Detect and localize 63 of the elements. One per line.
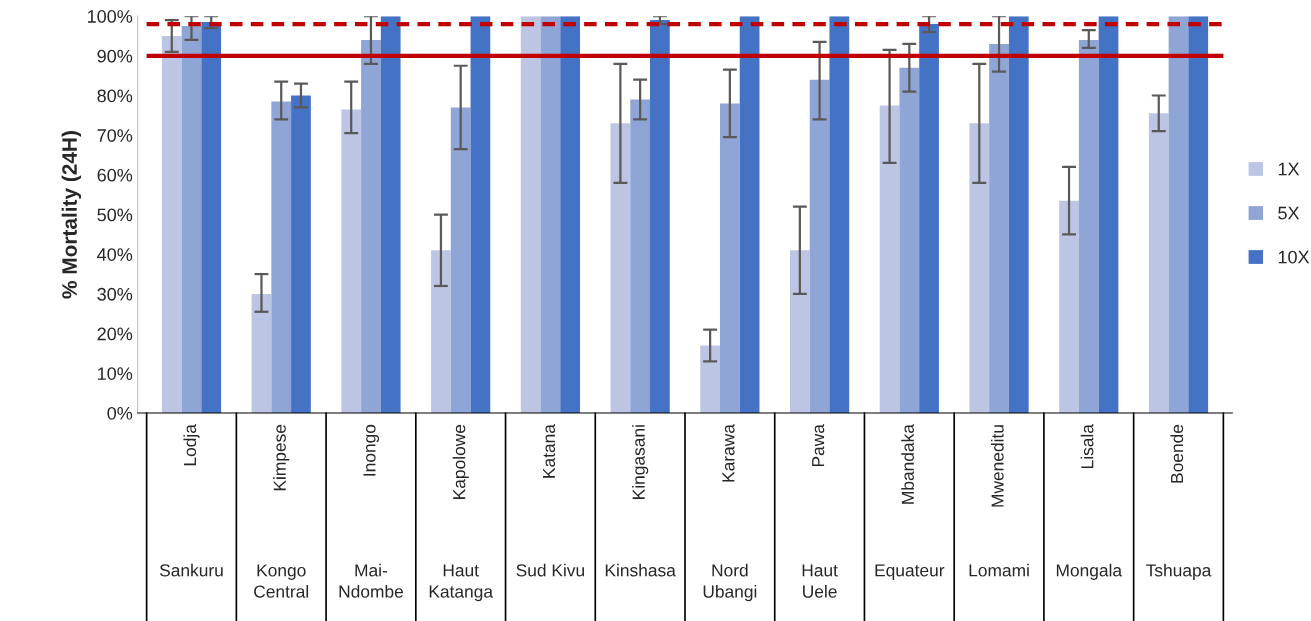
category-label: Kimpese Kongo Central bbox=[254, 424, 309, 598]
category-label: Lisala Mongala bbox=[1056, 424, 1123, 580]
bar bbox=[341, 109, 362, 413]
y-tick-label: 90% bbox=[97, 49, 133, 63]
bar bbox=[291, 95, 311, 413]
bar bbox=[1168, 16, 1189, 413]
bar bbox=[181, 26, 202, 413]
bar bbox=[809, 79, 830, 413]
bar bbox=[789, 250, 810, 413]
y-tick-label: 100% bbox=[87, 10, 133, 23]
bar bbox=[271, 101, 292, 413]
category-label: Kingasani Kinshasa bbox=[605, 425, 676, 577]
y-tick-label: 80% bbox=[97, 89, 133, 103]
category-label: Lodja Sankuru bbox=[159, 424, 223, 577]
legend-label: 5X bbox=[1278, 206, 1300, 220]
bar bbox=[361, 39, 381, 413]
category-label: Kapolowe Haut Katanga bbox=[429, 424, 494, 602]
category-label: Karawa Nord Ubangi bbox=[703, 424, 757, 602]
legend-label: 10X bbox=[1278, 250, 1310, 264]
bar bbox=[1008, 16, 1029, 413]
bar bbox=[251, 293, 272, 413]
bar bbox=[989, 43, 1009, 413]
bar bbox=[1098, 16, 1119, 413]
bar bbox=[969, 123, 990, 413]
bar bbox=[450, 107, 471, 413]
y-tick-label: 60% bbox=[97, 168, 133, 182]
bar bbox=[431, 250, 451, 413]
bar bbox=[470, 16, 491, 413]
legend-label: 1X bbox=[1278, 162, 1300, 176]
bar bbox=[919, 24, 939, 413]
y-tick-label: 70% bbox=[97, 129, 133, 142]
y-axis-title: % Mortality (24H) bbox=[61, 131, 82, 299]
bar bbox=[630, 99, 650, 413]
category-label: Pawa Haut Uele bbox=[802, 424, 838, 598]
bar bbox=[1188, 16, 1209, 413]
y-tick-label: 40% bbox=[97, 248, 133, 261]
bar bbox=[1148, 113, 1169, 413]
y-tick-label: 50% bbox=[97, 208, 133, 222]
y-tick-label: 0% bbox=[107, 406, 133, 420]
bar bbox=[650, 20, 670, 413]
category-label: Inongo Mai- Ndombe bbox=[339, 424, 403, 598]
bar bbox=[520, 16, 541, 413]
bar bbox=[739, 16, 760, 413]
bar bbox=[899, 67, 920, 413]
y-tick-label: 20% bbox=[97, 327, 133, 341]
category-label: Boende Tshuapa bbox=[1146, 424, 1212, 580]
bar bbox=[879, 105, 900, 413]
category-label: Katana Sud Kivu bbox=[516, 424, 584, 577]
bar bbox=[1059, 200, 1079, 413]
y-tick-label: 30% bbox=[97, 287, 133, 301]
category-label: Mweneditu Lomami bbox=[969, 425, 1029, 577]
bar bbox=[161, 35, 182, 413]
bar bbox=[540, 16, 561, 413]
bar bbox=[201, 22, 222, 413]
bar bbox=[560, 16, 581, 413]
bar bbox=[829, 16, 850, 413]
bar bbox=[719, 103, 740, 413]
y-tick-label: 10% bbox=[98, 367, 133, 380]
bar bbox=[1078, 39, 1099, 413]
bar bbox=[610, 123, 631, 413]
bar bbox=[380, 16, 401, 413]
bar bbox=[700, 345, 720, 413]
category-label: Mbandaka Equateur bbox=[875, 424, 945, 580]
